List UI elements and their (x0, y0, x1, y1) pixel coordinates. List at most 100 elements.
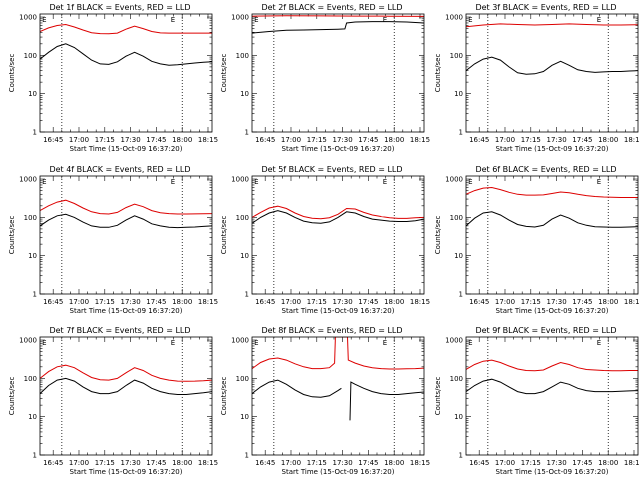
e-marker: E (254, 178, 258, 186)
e-marker: E (597, 339, 601, 347)
y-axis-label: Counts/sec (434, 54, 442, 93)
panel-title: Det 9f BLACK = Events, RED = LLD (475, 326, 616, 335)
x-tick-label: 17:15 (307, 298, 327, 306)
x-tick-label: 17:45 (146, 459, 166, 467)
series-line-events (466, 211, 638, 228)
plot-frame (251, 175, 425, 295)
e-marker: E (42, 178, 46, 186)
x-tick-label: 18:15 (624, 136, 640, 144)
y-tick-label: 100 (236, 375, 249, 383)
y-tick-label: 10 (454, 413, 463, 421)
y-tick-label: 1000 (231, 176, 249, 184)
y-tick-label: 10 (28, 90, 37, 98)
x-tick-label: 16:45 (255, 459, 275, 467)
panel-title: Det 3f BLACK = Events, RED = LLD (475, 3, 616, 12)
x-tick-label: 16:45 (43, 459, 63, 467)
series-line-events (466, 56, 638, 75)
plot-frame (251, 336, 425, 456)
x-tick-label: 18:00 (598, 298, 618, 306)
x-tick-label: 17:30 (120, 298, 140, 306)
x-tick-label: 17:00 (495, 298, 515, 306)
x-tick-label: 18:15 (198, 459, 218, 467)
y-axis-label: Counts/sec (8, 54, 16, 93)
series-line-events (466, 378, 638, 395)
panel-det-1: Det 1f BLACK = Events, RED = LLD 1 10 100 10… (8, 3, 218, 153)
series-line-events (40, 377, 212, 395)
y-tick-label: 100 (236, 214, 249, 222)
x-tick-label: 17:45 (146, 298, 166, 306)
series-line-lld (466, 186, 638, 198)
y-tick-label: 100 (450, 214, 463, 222)
series-line-lld (252, 15, 424, 17)
y-tick-label: 1 (459, 452, 463, 460)
x-tick-label: 17:15 (95, 136, 115, 144)
panel-title: Det 8f BLACK = Events, RED = LLD (261, 326, 402, 335)
e-marker: E (383, 178, 387, 186)
series-line-lld (252, 205, 424, 220)
series-line-events (252, 210, 424, 224)
y-tick-label: 1 (245, 452, 249, 460)
x-tick-label: 17:45 (146, 136, 166, 144)
panel-det-2: Det 2f BLACK = Events, RED = LLD 1 10 100 10… (220, 3, 430, 153)
x-axis-label: Start Time (15-Oct-09 16:37:20) (70, 468, 183, 476)
x-tick-label: 17:45 (358, 459, 378, 467)
x-tick-label: 17:00 (281, 298, 301, 306)
x-tick-label: 17:00 (69, 459, 89, 467)
y-tick-label: 1000 (231, 14, 249, 22)
e-marker: E (42, 16, 46, 24)
y-tick-label: 10 (28, 252, 37, 260)
y-tick-label: 1000 (231, 337, 249, 345)
series-line-lld (252, 337, 424, 370)
e-marker: E (254, 339, 258, 347)
panel-title: Det 6f BLACK = Events, RED = LLD (475, 165, 616, 174)
e-marker: E (383, 16, 387, 24)
e-marker: E (597, 178, 601, 186)
y-tick-label: 10 (454, 90, 463, 98)
y-tick-label: 100 (450, 375, 463, 383)
panel-title: Det 7f BLACK = Events, RED = LLD (49, 326, 190, 335)
x-tick-label: 17:00 (69, 298, 89, 306)
x-tick-label: 18:15 (624, 298, 640, 306)
plot-frame (39, 13, 213, 133)
y-tick-label: 1000 (19, 337, 37, 345)
panel-title: Det 5f BLACK = Events, RED = LLD (261, 165, 402, 174)
x-tick-label: 16:45 (469, 136, 489, 144)
y-tick-label: 100 (450, 52, 463, 60)
x-tick-label: 18:00 (172, 298, 192, 306)
x-tick-label: 17:30 (332, 298, 352, 306)
y-tick-label: 1000 (445, 337, 463, 345)
series-line-events (40, 213, 212, 229)
x-tick-label: 17:15 (307, 459, 327, 467)
y-tick-label: 100 (24, 214, 37, 222)
x-axis-label: Start Time (15-Oct-09 16:37:20) (496, 468, 609, 476)
x-tick-label: 18:15 (410, 136, 430, 144)
x-tick-label: 17:45 (358, 136, 378, 144)
panel-title: Det 4f BLACK = Events, RED = LLD (49, 165, 190, 174)
x-tick-label: 17:45 (358, 298, 378, 306)
panel-det-5: Det 5f BLACK = Events, RED = LLD 1 10 100 10… (220, 165, 430, 315)
y-axis-label: Counts/sec (8, 216, 16, 255)
y-axis-label: Counts/sec (220, 54, 228, 93)
y-tick-label: 1000 (445, 176, 463, 184)
y-tick-label: 1000 (19, 176, 37, 184)
e-marker: E (597, 16, 601, 24)
x-tick-label: 18:15 (410, 298, 430, 306)
y-axis-label: Counts/sec (434, 216, 442, 255)
x-tick-label: 18:00 (384, 136, 404, 144)
panel-det-4: Det 4f BLACK = Events, RED = LLD 1 10 100 10… (8, 165, 218, 315)
e-marker: E (468, 178, 472, 186)
panel-det-7: Det 7f BLACK = Events, RED = LLD 1 10 100 10… (8, 326, 218, 476)
panel-title: Det 1f BLACK = Events, RED = LLD (49, 3, 190, 12)
y-tick-label: 1 (33, 452, 37, 460)
y-axis-label: Counts/sec (220, 377, 228, 416)
y-tick-label: 10 (454, 252, 463, 260)
x-tick-label: 17:30 (546, 298, 566, 306)
y-tick-label: 10 (240, 413, 249, 421)
x-tick-label: 16:45 (255, 136, 275, 144)
x-tick-label: 16:45 (43, 136, 63, 144)
x-tick-label: 16:45 (255, 298, 275, 306)
x-tick-label: 18:15 (624, 459, 640, 467)
plot-frame (465, 13, 639, 133)
x-tick-label: 17:30 (120, 459, 140, 467)
series-line-lld (466, 359, 638, 372)
